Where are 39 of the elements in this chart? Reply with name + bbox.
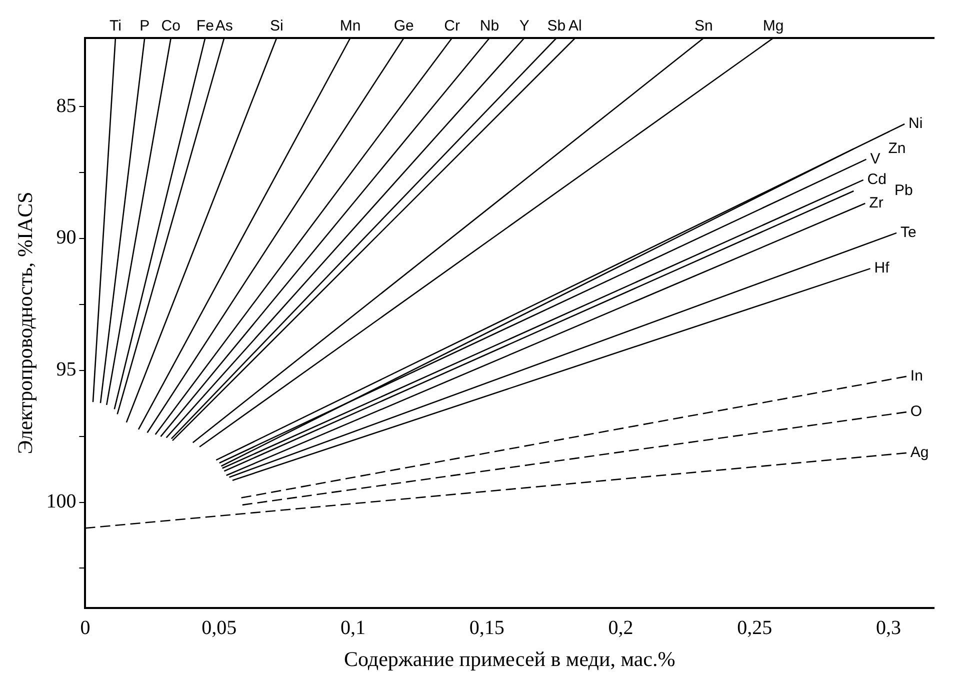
y-tick-label: 100 — [46, 490, 76, 513]
series-label: Al — [568, 18, 582, 35]
series-label: Sb — [547, 18, 566, 35]
text: Pb — [894, 182, 913, 200]
series-label: Mn — [340, 18, 361, 35]
x-tick-label: 0,1 — [340, 617, 366, 640]
series-label: O — [910, 403, 922, 420]
series-label: Cr — [444, 18, 460, 35]
series-label: Sn — [694, 18, 713, 35]
series-label: Ti — [109, 18, 122, 35]
y-tick-label: 90 — [56, 226, 76, 249]
text: Zn — [888, 140, 906, 157]
x-tick-label: 0,15 — [469, 617, 504, 640]
series-label: Co — [161, 18, 180, 35]
series-label: Y — [519, 18, 530, 35]
x-axis-title: Содержание примесей в меди, мас.% — [344, 646, 676, 671]
x-tick-label: 0,3 — [876, 617, 901, 640]
series-label: Cd — [867, 171, 886, 188]
series-label: Ge — [394, 18, 414, 35]
x-tick-label: 0,25 — [737, 617, 772, 640]
x-tick-label: 0 — [80, 617, 90, 640]
series-label: Te — [900, 224, 916, 242]
series-label: As — [215, 18, 233, 35]
series-label: Ni — [908, 115, 923, 132]
series-label: Zr — [869, 194, 884, 212]
series-label: Hf — [874, 260, 890, 277]
series-label: Si — [270, 18, 284, 35]
y-axis-title: Электропроводность, %IACS — [13, 192, 38, 454]
x-tick-label: 0,05 — [202, 617, 237, 640]
x-tick-label: 0,2 — [608, 617, 634, 640]
series-label: Nb — [480, 18, 500, 35]
y-tick-label: 85 — [56, 94, 76, 117]
series-label: Mg — [762, 18, 784, 35]
y-tick-label: 95 — [56, 358, 76, 381]
series-label: V — [870, 150, 880, 168]
series-label: In — [910, 368, 923, 385]
series-label: Fe — [196, 18, 214, 35]
series-label: P — [140, 18, 150, 35]
series-label: Ag — [910, 444, 929, 462]
